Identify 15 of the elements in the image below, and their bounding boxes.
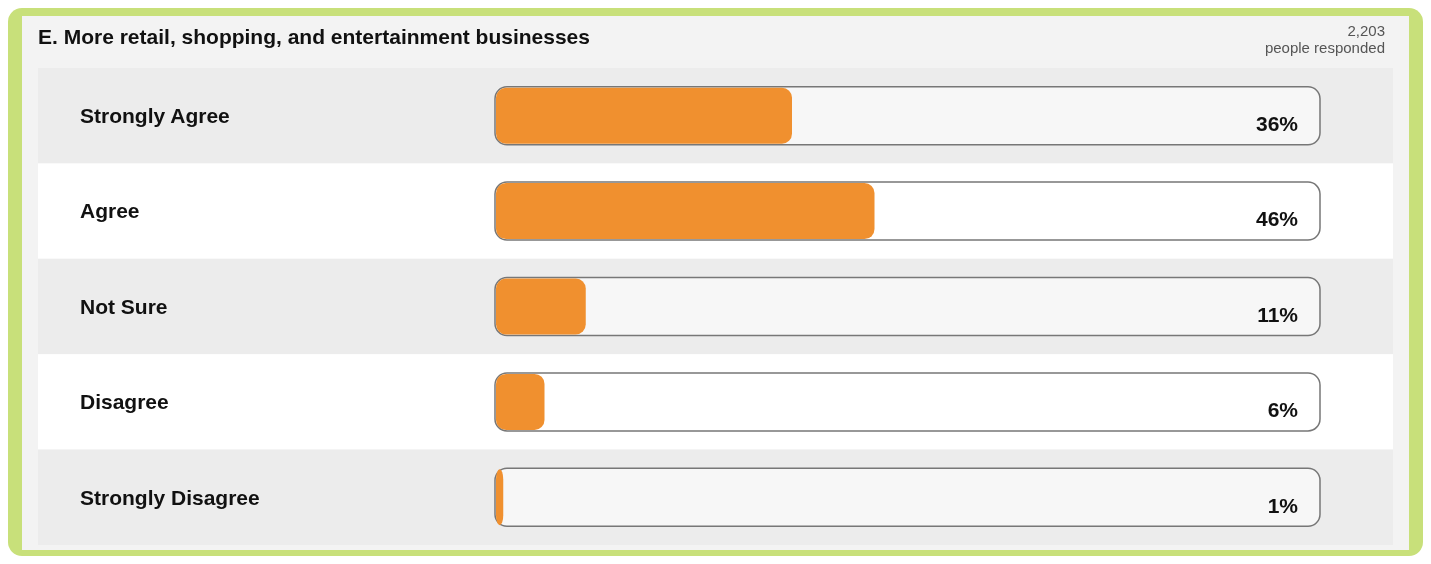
bar	[496, 278, 586, 335]
data-label: 46%	[1255, 207, 1299, 231]
data-label: 1%	[1267, 493, 1299, 517]
y-tick-label: Disagree	[80, 390, 169, 414]
y-tick-label: Agree	[80, 199, 140, 223]
y-tick-label: Strongly Disagree	[80, 485, 260, 509]
data-label: 11%	[1257, 302, 1299, 326]
y-tick-label: Not Sure	[80, 294, 168, 318]
bar	[496, 373, 545, 430]
bar	[496, 469, 504, 526]
data-label: 6%	[1267, 398, 1299, 422]
text: 2,203 people responded	[1264, 22, 1385, 56]
y-tick-label: Strongly Agree	[80, 104, 230, 128]
text: E. More retail, shopping, and entertainment businesses	[38, 25, 590, 48]
data-label: 36%	[1255, 112, 1299, 136]
